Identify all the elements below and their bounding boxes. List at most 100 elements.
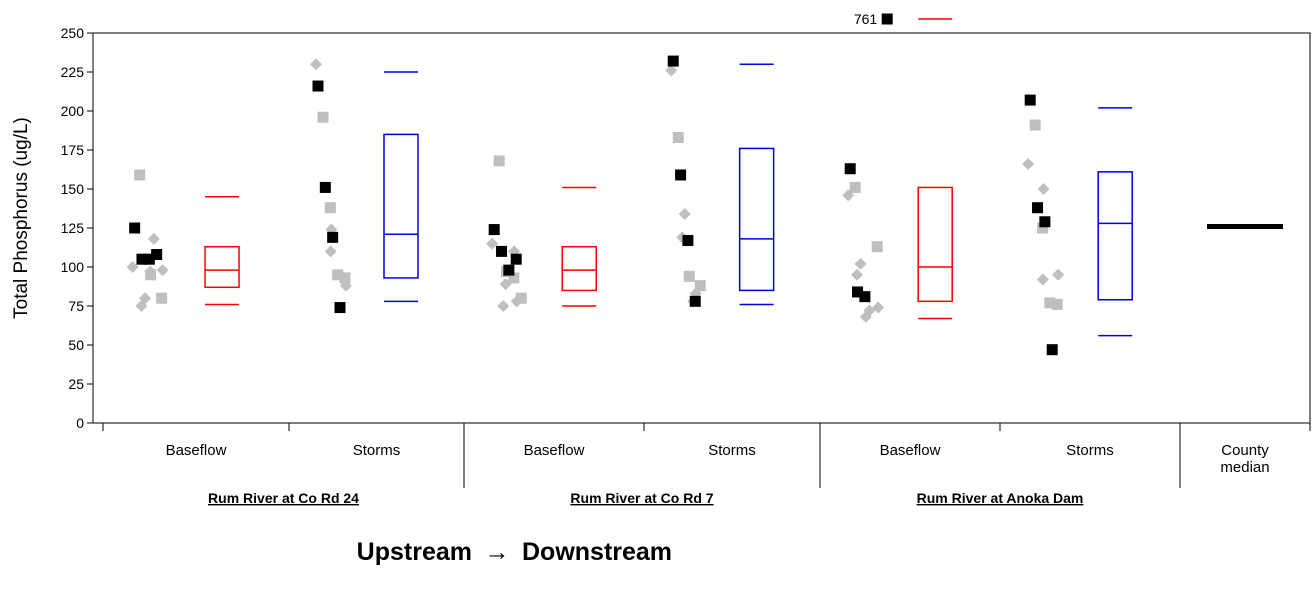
y-tick-label: 200 bbox=[61, 103, 85, 119]
gray-square-point bbox=[1029, 119, 1041, 131]
category-label-baseflow: Baseflow bbox=[524, 442, 585, 459]
gray-diamond-point bbox=[135, 300, 148, 312]
black-square-point bbox=[667, 55, 679, 67]
gray-square-point bbox=[324, 202, 336, 214]
site-label: Rum River at Co Rd 7 bbox=[570, 490, 713, 506]
gray-diamond-point bbox=[1036, 273, 1049, 286]
box-iqr bbox=[383, 133, 419, 279]
flow-direction-footer: Upstream → Downstream bbox=[357, 538, 672, 566]
gray-diamond-point bbox=[854, 257, 867, 270]
county-median-label: County bbox=[1221, 442, 1269, 459]
black-square-point bbox=[1039, 216, 1051, 228]
gray-square-point bbox=[134, 169, 146, 181]
y-tick-label: 50 bbox=[68, 337, 84, 353]
data-points bbox=[126, 13, 1065, 356]
site-label: Rum River at Co Rd 24 bbox=[208, 490, 359, 506]
county-median-label: median bbox=[1220, 459, 1269, 476]
gray-diamond-point bbox=[486, 237, 499, 250]
gray-diamond-point bbox=[665, 64, 678, 77]
gray-square-point bbox=[317, 111, 329, 123]
black-square-point bbox=[881, 13, 893, 25]
black-square-point bbox=[143, 253, 155, 265]
gray-diamond-point bbox=[1037, 183, 1050, 195]
gray-square-point bbox=[508, 272, 520, 284]
black-square-point bbox=[1024, 94, 1036, 106]
black-square-point bbox=[859, 291, 871, 303]
gray-square-point bbox=[156, 292, 168, 304]
black-square-point bbox=[503, 264, 515, 276]
black-square-point bbox=[852, 286, 864, 298]
y-tick-label: 175 bbox=[61, 142, 85, 158]
category-label-storms: Storms bbox=[353, 442, 401, 459]
category-label-baseflow: Baseflow bbox=[166, 442, 227, 459]
gray-diamond-point bbox=[324, 245, 337, 258]
black-square-point bbox=[327, 231, 339, 243]
y-tick-label: 0 bbox=[76, 415, 84, 431]
footer-upstream: Upstream bbox=[357, 538, 472, 566]
black-square-point bbox=[129, 222, 141, 234]
box-plots bbox=[204, 18, 1283, 337]
gray-square-point bbox=[332, 269, 344, 281]
gray-square-point bbox=[1037, 222, 1049, 234]
gray-diamond-point bbox=[147, 232, 160, 245]
box-iqr bbox=[917, 186, 953, 303]
black-square-point bbox=[689, 295, 701, 307]
gray-square-point bbox=[493, 155, 505, 167]
y-tick-label: 125 bbox=[61, 220, 85, 236]
gray-diamond-point bbox=[678, 207, 691, 220]
gray-diamond-point bbox=[851, 268, 863, 281]
site-label: Rum River at Anoka Dam bbox=[917, 490, 1084, 506]
gray-square-point bbox=[672, 132, 684, 144]
black-square-point bbox=[675, 169, 687, 181]
black-square-point bbox=[1046, 344, 1058, 356]
y-tick-label: 75 bbox=[68, 298, 84, 314]
y-axis-label: Total Phosphorus (ug/L) bbox=[11, 117, 32, 319]
outlier-value-label: 761 bbox=[854, 11, 878, 27]
gray-square-point bbox=[694, 280, 706, 292]
black-square-point bbox=[136, 253, 148, 265]
gray-diamond-point bbox=[872, 301, 885, 314]
category-label-storms: Storms bbox=[1066, 442, 1114, 459]
gray-diamond-point bbox=[156, 264, 169, 277]
gray-square-point bbox=[871, 241, 883, 253]
box-iqr bbox=[561, 245, 597, 292]
y-tick-label: 225 bbox=[61, 64, 85, 80]
category-labels: Baseflow Storms Baseflow Storms Baseflow Stor… bbox=[166, 11, 1270, 506]
box-iqr bbox=[738, 147, 775, 292]
plot-frame bbox=[92, 32, 1311, 424]
box-iqr bbox=[1097, 171, 1133, 301]
axes: 0 25 50 75 100 125 150 175 200 225 250 bbox=[61, 25, 1311, 488]
gray-diamond-point bbox=[1052, 268, 1065, 281]
gray-diamond-point bbox=[310, 58, 322, 71]
category-label-storms: Storms bbox=[708, 442, 756, 459]
gray-diamond-point bbox=[126, 261, 139, 273]
gray-square-point bbox=[683, 270, 695, 282]
black-square-point bbox=[496, 245, 508, 257]
y-tick-label: 250 bbox=[61, 25, 85, 41]
black-square-point bbox=[151, 249, 163, 261]
gray-square-point bbox=[1044, 297, 1056, 309]
y-tick-label: 25 bbox=[68, 376, 84, 392]
y-tick-label: 100 bbox=[61, 259, 85, 275]
box-iqr bbox=[204, 245, 240, 289]
gray-square-point bbox=[339, 272, 351, 284]
footer-arrow-icon: → bbox=[485, 538, 510, 566]
gray-square-point bbox=[849, 181, 861, 193]
gray-square-point bbox=[515, 292, 527, 304]
black-square-point bbox=[319, 181, 331, 193]
gray-square-point bbox=[145, 269, 157, 281]
black-square-point bbox=[844, 163, 856, 175]
black-square-point bbox=[1032, 202, 1044, 214]
black-square-point bbox=[488, 224, 500, 236]
y-tick-label: 150 bbox=[61, 181, 85, 197]
black-square-point bbox=[334, 302, 346, 314]
gray-diamond-point bbox=[859, 310, 872, 323]
gray-diamond-point bbox=[497, 300, 510, 312]
gray-diamond-point bbox=[1022, 158, 1035, 171]
footer-downstream: Downstream bbox=[522, 538, 672, 566]
category-label-baseflow: Baseflow bbox=[880, 442, 941, 459]
black-square-point bbox=[510, 253, 522, 265]
black-square-point bbox=[682, 234, 694, 246]
gray-square-point bbox=[1051, 298, 1063, 310]
